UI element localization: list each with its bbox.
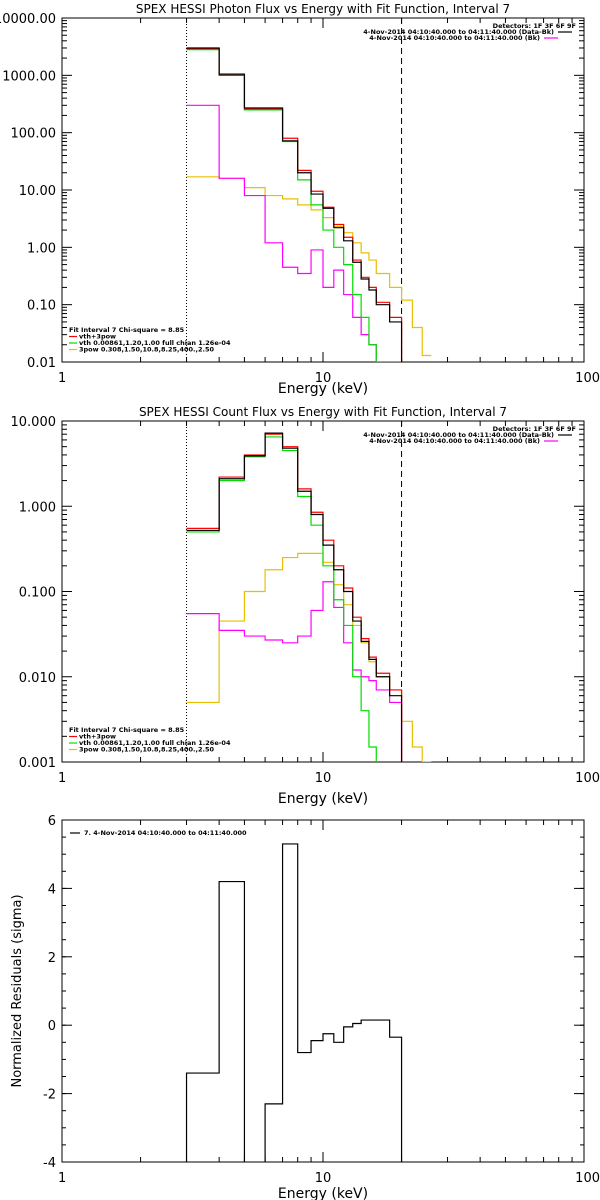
y-tick-label: 10.000 bbox=[11, 415, 57, 430]
x-axis-label: Energy (keV) bbox=[278, 791, 368, 807]
plot-frame bbox=[61, 819, 585, 1163]
legend-top: 7. 4-Nov-2014 04:10:40.000 to 04:11:40.0… bbox=[70, 829, 247, 837]
x-axis-label: Energy (keV) bbox=[278, 1186, 368, 1200]
y-axis-label: Normalized Residuals (sigma) bbox=[10, 894, 25, 1087]
legend-header: Detectors: 1F 3F 6F 9F bbox=[493, 425, 576, 433]
x-tick-label: 1 bbox=[58, 371, 66, 386]
x-axis: 1 10 100 bbox=[58, 18, 600, 386]
y-tick-label: 100.00 bbox=[11, 127, 57, 142]
y-tick-label: 0.010 bbox=[19, 671, 56, 686]
legend-header: Fit Interval 7 Chi-square = 8.85 bbox=[69, 726, 185, 734]
series-group bbox=[186, 432, 432, 762]
legend-top: Detectors: 1F 3F 6F 9F4-Nov-2014 04:10:4… bbox=[363, 22, 576, 42]
legend-entry-label: vth+3pow bbox=[79, 733, 116, 741]
x-axis: 1 10 100 bbox=[58, 820, 600, 1186]
chart-title: SPEX HESSI Count Flux vs Energy with Fit… bbox=[139, 405, 507, 419]
legend-header: Detectors: 1F 3F 6F 9F bbox=[493, 22, 576, 30]
chart-title: SPEX HESSI Photon Flux vs Energy with Fi… bbox=[136, 2, 510, 16]
series-total-line bbox=[186, 433, 403, 762]
x-tick-label: 10 bbox=[315, 1171, 332, 1186]
x-axis: 1 10 100 bbox=[58, 421, 600, 786]
series-thermal-line bbox=[186, 436, 377, 762]
y-tick-label: -2 bbox=[43, 1088, 56, 1103]
series-data-line bbox=[186, 432, 403, 762]
legend-entry-label: vth 0.00861,1.20,1.00 full chian 1.26e-0… bbox=[79, 739, 231, 747]
x-tick-label: 10 bbox=[315, 771, 332, 786]
y-tick-label: 10000.00 bbox=[0, 12, 56, 27]
y-tick-label: 0.100 bbox=[19, 586, 56, 601]
y-tick-label: 0 bbox=[48, 1019, 56, 1034]
y-tick-label: 4 bbox=[48, 882, 56, 897]
x-tick-label: 100 bbox=[575, 771, 600, 786]
legend-bottom: Fit Interval 7 Chi-square = 8.85vth+3pow… bbox=[69, 326, 231, 354]
x-tick-label: 100 bbox=[575, 371, 600, 386]
y-tick-label: 0.10 bbox=[27, 299, 56, 314]
legend-entry-label: 4-Nov-2014 04:10:40.000 to 04:11:40.000 … bbox=[369, 34, 540, 42]
legend-entry-label: vth 0.00861,1.20,1.00 full chian 1.26e-0… bbox=[79, 339, 231, 347]
legend-top: Detectors: 1F 3F 6F 9F4-Nov-2014 04:10:4… bbox=[363, 425, 576, 445]
chart-panel-2: SPEX HESSI Count Flux vs Energy with Fit… bbox=[11, 405, 600, 807]
legend-entry-label: 4-Nov-2014 04:10:40.000 to 04:11:40.000 … bbox=[363, 28, 554, 36]
legend-entry-label: 4-Nov-2014 04:10:40.000 to 04:11:40.000 … bbox=[369, 437, 540, 445]
legend-header: Fit Interval 7 Chi-square = 8.85 bbox=[69, 326, 185, 334]
x-tick-label: 10 bbox=[315, 371, 332, 386]
y-tick-label: 10.00 bbox=[19, 184, 56, 199]
y-tick-label: 6 bbox=[48, 814, 56, 829]
y-axis: -4 -2 0 2 4 6 bbox=[43, 814, 584, 1171]
y-tick-label: 1.00 bbox=[27, 241, 56, 256]
legend-entry-label: 4-Nov-2014 04:10:40.000 to 04:11:40.000 … bbox=[363, 431, 554, 439]
series-thermal-line bbox=[186, 49, 377, 362]
chart-panel-3: Energy (keV) Normalized Residuals (sigma)… bbox=[10, 814, 600, 1200]
series-group bbox=[186, 47, 432, 362]
legend-entry-label: vth+3pow bbox=[79, 333, 116, 341]
series-total-line bbox=[186, 48, 403, 362]
x-axis-label: Energy (keV) bbox=[278, 381, 368, 397]
x-tick-label: 1 bbox=[58, 771, 66, 786]
y-axis: 0.01 0.10 1.00 10.00 100.00 1000.00 10000.00 bbox=[0, 12, 584, 371]
y-tick-label: 2 bbox=[48, 951, 56, 966]
plot-frame bbox=[61, 17, 585, 363]
y-tick-label: 1.000 bbox=[19, 500, 56, 515]
series-data-line bbox=[185, 843, 403, 1162]
x-tick-label: 1 bbox=[58, 1171, 66, 1186]
y-tick-label: 1000.00 bbox=[2, 69, 56, 84]
series-data-line bbox=[186, 47, 403, 362]
chart-panel-1: SPEX HESSI Photon Flux vs Energy with Fi… bbox=[0, 2, 600, 397]
series-group bbox=[185, 843, 403, 1162]
x-tick-label: 100 bbox=[575, 1171, 600, 1186]
legend-entry-label: 3pow 0.308,1.50,10.8,8.25,400.,2.50 bbox=[79, 746, 214, 754]
legend-bottom: Fit Interval 7 Chi-square = 8.85vth+3pow… bbox=[69, 726, 231, 754]
series-background-line bbox=[186, 581, 403, 762]
legend-entry-label: 7. 4-Nov-2014 04:10:40.000 to 04:11:40.0… bbox=[84, 829, 247, 837]
series-power-line bbox=[186, 176, 432, 357]
series-background-line bbox=[186, 104, 403, 362]
y-tick-label: 0.01 bbox=[27, 356, 56, 371]
series-power-line bbox=[186, 552, 432, 762]
legend-entry-label: 3pow 0.308,1.50,10.8,8.25,400.,2.50 bbox=[79, 346, 214, 354]
y-tick-label: 0.001 bbox=[19, 756, 56, 771]
y-axis: 0.001 0.010 0.100 1.000 10.000 bbox=[11, 415, 584, 771]
y-tick-label: -4 bbox=[43, 1156, 56, 1171]
